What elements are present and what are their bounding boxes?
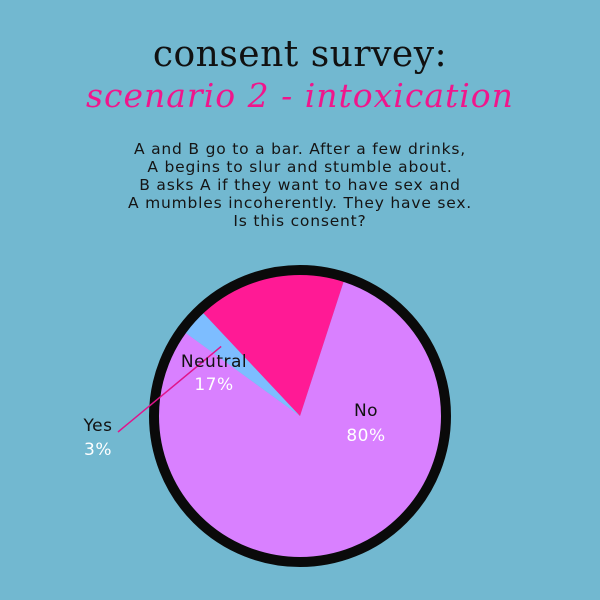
pie-outline xyxy=(149,265,451,567)
slice-label-no: No xyxy=(354,401,378,421)
scenario-line-1: A and B go to a bar. After a few drinks, xyxy=(134,140,466,158)
pie-slice-no xyxy=(154,277,446,562)
slice-value-no: 80% xyxy=(346,426,385,446)
slice-label-neutral: Neutral xyxy=(181,352,247,372)
pie-slice-neutral xyxy=(200,270,346,416)
scenario-line-2: A begins to slur and stumble about. xyxy=(147,158,453,176)
slice-label-yes: Yes xyxy=(83,416,113,436)
pie-slice-yes xyxy=(181,309,300,416)
scenario-text: A and B go to a bar. After a few drinks,… xyxy=(0,140,600,230)
scenario-line-3: B asks A if they want to have sex and xyxy=(139,176,461,194)
pie-slices xyxy=(154,270,446,562)
yes-leader-line xyxy=(117,345,222,433)
scenario-line-4: A mumbles incoherently. They have sex. xyxy=(127,194,473,212)
survey-title: consent survey: xyxy=(152,34,448,75)
slice-value-yes: 3% xyxy=(84,440,112,460)
slice-value-neutral: 17% xyxy=(194,375,233,395)
scenario-subtitle: scenario 2 - intoxication xyxy=(86,76,514,115)
scenario-question: Is this consent? xyxy=(233,212,367,230)
